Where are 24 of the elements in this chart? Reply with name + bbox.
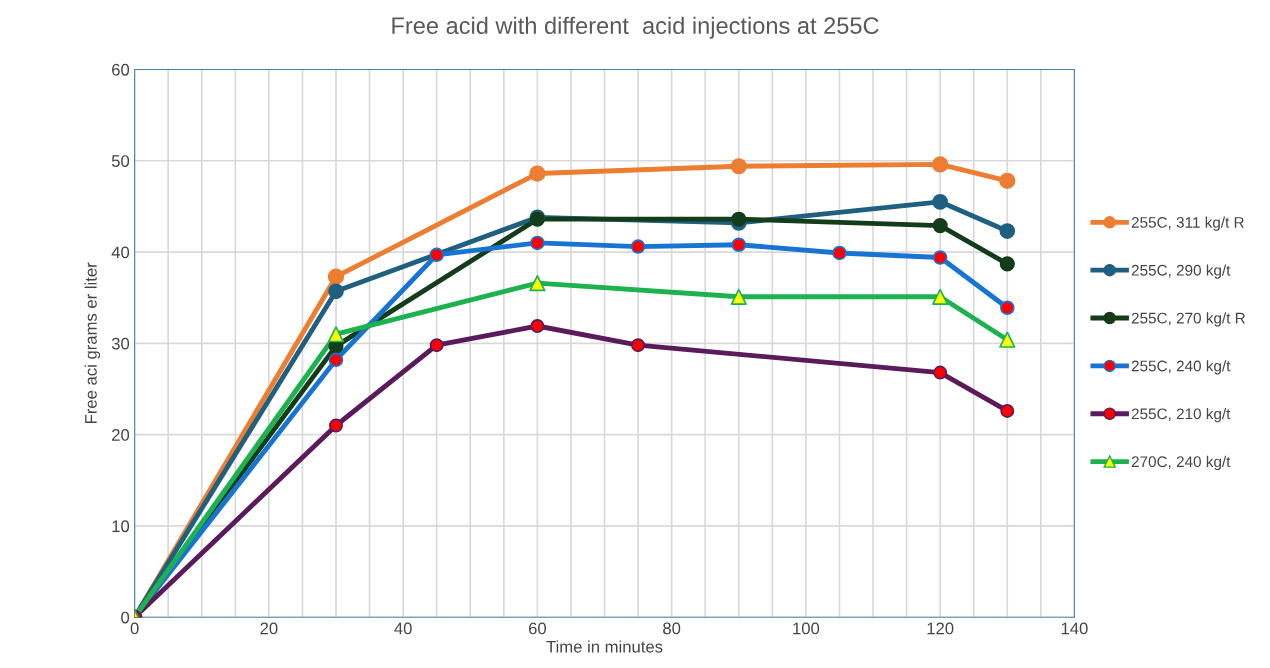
- legend-label: 255C, 290 kg/t: [1131, 264, 1231, 279]
- legend-label: 255C, 210 kg/t: [1131, 408, 1231, 423]
- x-axis-title: Time in minutes: [546, 640, 663, 653]
- x-tick-label: 40: [394, 622, 412, 635]
- legend-label: 255C, 311 kg/t R: [1131, 216, 1244, 231]
- x-tick-label: 120: [927, 622, 954, 635]
- x-tick-label: 0: [130, 622, 139, 635]
- chart-title: Free acid with different acid injections at 255C: [392, 16, 879, 39]
- y-tick-label: 50: [111, 155, 130, 167]
- y-tick-label: 0: [121, 611, 130, 624]
- y-axis-title: Free aci grams er liter: [84, 262, 101, 424]
- legend-label: 255C, 270 kg/t R: [1131, 312, 1246, 327]
- x-tick-label: 100: [793, 622, 820, 635]
- x-tick-label: 60: [528, 622, 547, 635]
- y-tick-label: 20: [112, 429, 130, 441]
- legend-label: 255C, 240 kg/t: [1131, 360, 1231, 375]
- y-tick-label: 30: [111, 337, 130, 350]
- x-tick-label: 80: [663, 622, 681, 635]
- x-tick-label: 20: [260, 622, 278, 635]
- x-tick-label: 140: [1061, 622, 1088, 635]
- y-tick-label: 40: [111, 246, 130, 259]
- legend-label: 270C, 240 kg/t: [1131, 455, 1231, 471]
- y-tick-label: 10: [112, 520, 130, 533]
- y-tick-label: 60: [112, 63, 130, 76]
